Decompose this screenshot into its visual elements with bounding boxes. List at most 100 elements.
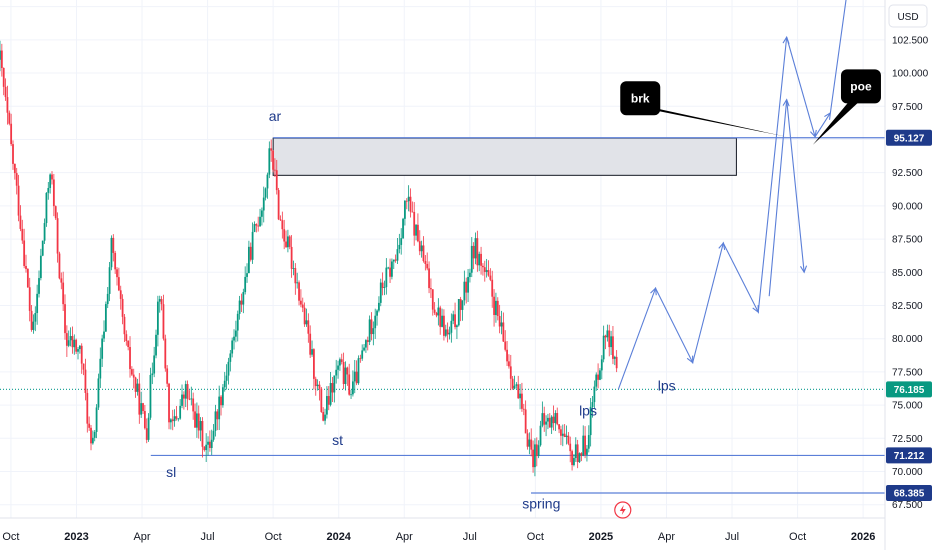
candle-body [136, 383, 139, 392]
candle-body [227, 361, 230, 376]
y-tick-label: 90.000 [892, 201, 923, 212]
projection-path[interactable] [617, 0, 850, 390]
candle-body [36, 293, 39, 314]
candle-body [305, 320, 308, 325]
time-axis[interactable]: Oct 2023 Apr Jul Oct 2024 Apr Jul Oct 2025 Apr Jul O… [0, 501, 885, 543]
candle-body [467, 276, 469, 293]
candle-body [487, 270, 490, 276]
candle-body [259, 216, 261, 227]
candle-body [589, 406, 592, 436]
currency-button [888, 4, 928, 28]
candle-body [353, 371, 356, 382]
candle-body [207, 441, 209, 445]
candle-body [270, 148, 273, 151]
candle-body [385, 267, 388, 288]
candle-body [210, 439, 213, 449]
candle-body [123, 316, 126, 335]
candle-body [368, 319, 371, 343]
callout-pointer [812, 94, 867, 145]
currency-widget[interactable]: USD [888, 4, 928, 28]
price-tag [886, 447, 932, 464]
candle-body [407, 196, 410, 202]
annotation-sl: sl [166, 464, 176, 480]
candle-body [49, 174, 52, 188]
candle-body [262, 197, 265, 211]
candle-body [547, 417, 549, 422]
candle-body [409, 196, 412, 212]
candle-body [205, 444, 208, 451]
flash-bolt-icon [619, 505, 626, 515]
candle-body [532, 449, 534, 468]
candle-body [21, 228, 24, 241]
candle-body [296, 282, 299, 284]
candle-body [573, 458, 575, 466]
candle-body [404, 200, 406, 219]
candle-body [550, 416, 553, 428]
candle-body [145, 428, 148, 440]
candle-body [39, 255, 42, 279]
candle-body [117, 277, 120, 291]
price-axis[interactable]: 67.500 70.000 72.500 75.000 77.500 80.000 82.5… [884, 0, 932, 550]
candle-body [253, 224, 256, 232]
candle-body [43, 223, 46, 241]
candle-body [71, 336, 74, 348]
candle-body [242, 292, 245, 305]
candle-body [2, 67, 5, 87]
candle-body [480, 253, 482, 266]
candle-body [613, 356, 616, 359]
candle-body [151, 373, 154, 375]
candle-body [225, 375, 228, 381]
y-tick-label: 75.000 [892, 401, 923, 412]
candle-body [6, 97, 9, 113]
candle-body [370, 319, 373, 335]
candle-body [433, 309, 436, 313]
candle-body [363, 347, 365, 351]
candle-body [602, 335, 605, 360]
candle-body [281, 220, 284, 230]
candle-body [311, 349, 313, 355]
callout-bubbles[interactable]: brk poe [620, 69, 881, 145]
candle-body [64, 304, 66, 334]
candle-body [615, 356, 618, 369]
candle-body [257, 225, 260, 227]
candle-body [195, 413, 198, 428]
candle-body [535, 444, 538, 457]
candle-body [197, 413, 200, 431]
candle-body [612, 336, 614, 359]
candle-body [147, 417, 150, 440]
candle-body [348, 374, 351, 395]
candle-body [93, 431, 96, 438]
candle-body [413, 211, 416, 236]
candle-body [326, 396, 328, 415]
candle-body [521, 393, 523, 409]
candle-body [495, 300, 497, 316]
candle-body [485, 270, 488, 272]
resistance-zone[interactable] [272, 137, 737, 176]
candle-body [52, 179, 55, 207]
candle-body [537, 445, 540, 457]
candle-body [316, 384, 319, 387]
price-tag [886, 129, 932, 146]
candle-body [387, 267, 390, 269]
candle-body [483, 267, 486, 272]
candle-body [476, 238, 479, 266]
callout-label-brk: brk [631, 91, 650, 105]
candle-body [543, 413, 546, 425]
candle-body [25, 265, 27, 269]
candle-body [446, 329, 449, 335]
candle-body [561, 433, 564, 436]
candle-body [143, 411, 146, 429]
candle-body [389, 267, 391, 277]
candle-body [372, 328, 375, 335]
candle-body [260, 210, 263, 217]
candle-body [134, 377, 137, 392]
candle-body [340, 359, 343, 362]
candle-body [378, 302, 380, 311]
candle-body [294, 268, 297, 284]
candle-body [556, 413, 559, 425]
candle-body [383, 287, 386, 288]
candle-body [4, 86, 7, 98]
candle-body [88, 423, 91, 428]
